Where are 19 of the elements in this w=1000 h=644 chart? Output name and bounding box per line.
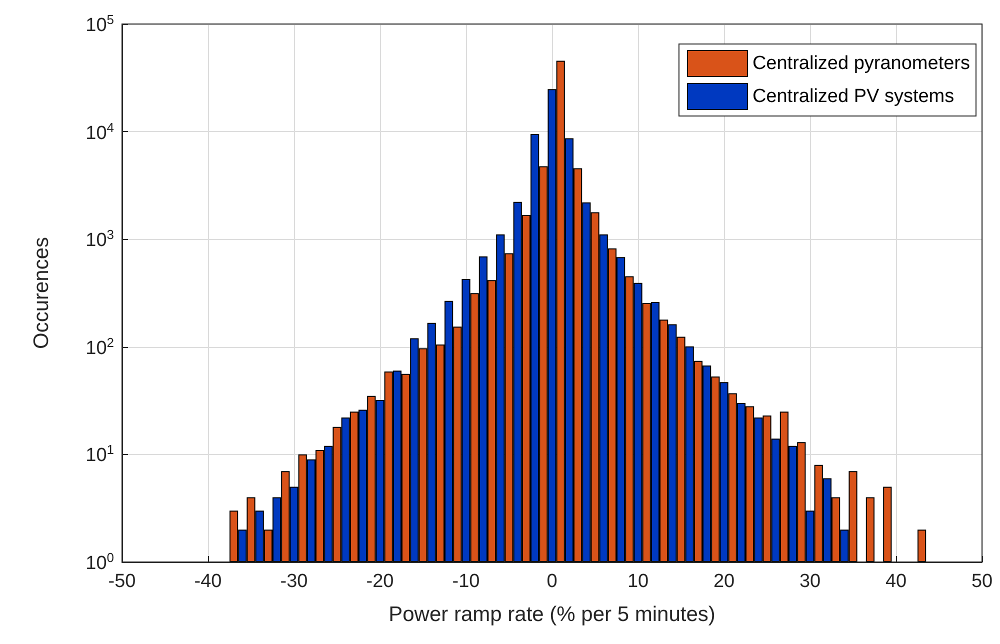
x-tick-label: 20 xyxy=(713,571,735,592)
y-tick-label: 10$^{2}$ xyxy=(86,334,114,359)
x-tick-label: 0 xyxy=(546,571,558,592)
x-axis-title: Power ramp rate (% per 5 minutes) xyxy=(388,603,716,626)
legend-label: Centralized PV systems xyxy=(752,86,954,107)
y-tick-label: 10$^{3}$ xyxy=(86,227,114,252)
x-tick-label: -40 xyxy=(194,571,222,592)
y-axis-title: Occurences xyxy=(30,236,53,350)
legend-label: Centralized pyranometers xyxy=(752,53,970,74)
x-tick-label: -20 xyxy=(366,571,394,592)
y-tick-label: 10$^{4}$ xyxy=(86,119,114,144)
x-tick-label: 10 xyxy=(627,571,649,592)
x-tick-label: 50 xyxy=(971,571,993,592)
x-tick-label: 40 xyxy=(885,571,907,592)
x-tick-label: 30 xyxy=(799,571,821,592)
y-tick-label: 10$^{1}$ xyxy=(86,442,114,467)
x-tick-label: -30 xyxy=(280,571,308,592)
x-tick-label: -10 xyxy=(452,571,480,592)
y-tick-label: 10$^{5}$ xyxy=(86,12,114,36)
